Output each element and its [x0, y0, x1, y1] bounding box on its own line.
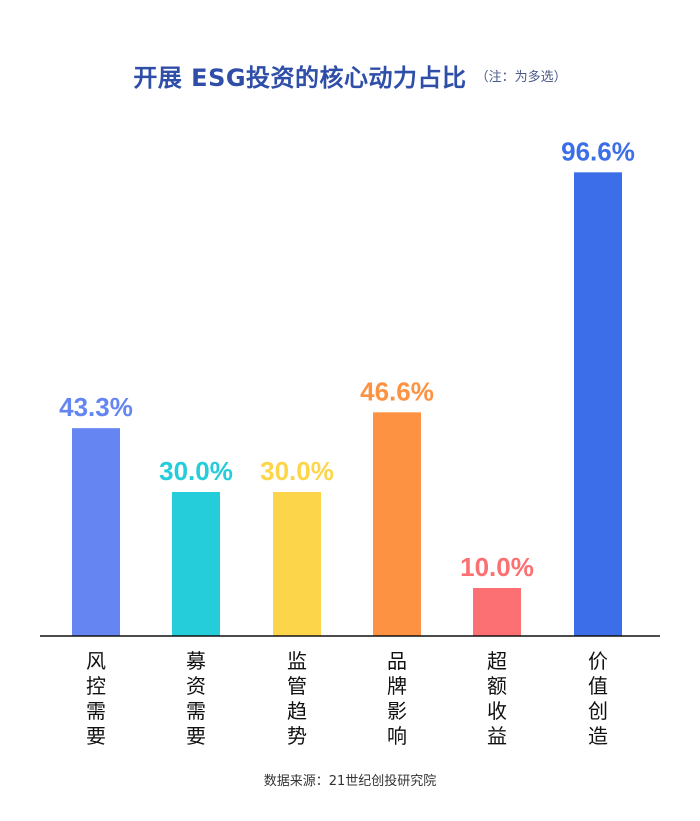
bar-4	[373, 412, 421, 636]
bar-5	[473, 588, 521, 636]
category-label-5: 超额收益	[487, 649, 507, 748]
category-label-6: 价值创造	[588, 649, 608, 748]
value-label-3: 30.0%	[260, 456, 334, 486]
value-label-2: 30.0%	[159, 456, 233, 486]
chart-title: 开展 ESG投资的核心动力占比	[133, 64, 467, 92]
value-label-4: 46.6%	[360, 376, 434, 406]
value-label-1: 43.3%	[59, 392, 133, 422]
bar-6	[574, 172, 622, 636]
chart-title-block: 开展 ESG投资的核心动力占比 （注：为多选）	[0, 58, 700, 93]
source-note: 数据来源：21世纪创投研究院	[263, 774, 437, 789]
bar-1	[72, 428, 120, 636]
value-label-6: 96.6%	[561, 136, 635, 166]
category-label-3: 监管趋势	[287, 649, 307, 748]
chart-subtitle: （注：为多选）	[475, 70, 567, 85]
category-label-1: 风控需要	[86, 649, 106, 748]
category-label-4: 品牌影响	[387, 649, 407, 748]
bar-3	[273, 492, 321, 636]
value-label-5: 10.0%	[460, 552, 534, 582]
category-label-2: 募资需要	[186, 649, 206, 748]
bar-2	[172, 492, 220, 636]
